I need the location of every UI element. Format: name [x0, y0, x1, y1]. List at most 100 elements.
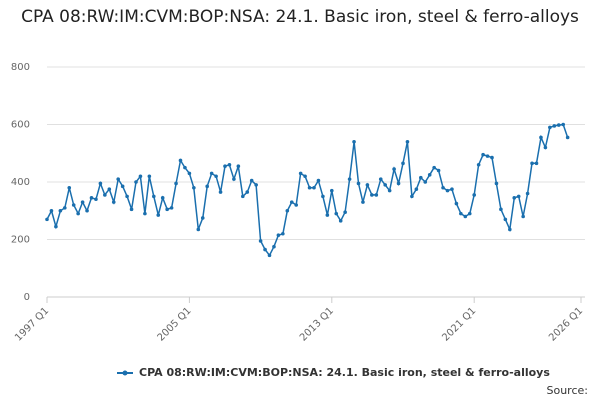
y-tick-label: 800: [11, 62, 30, 73]
x-tick-label: 2013 Q1: [298, 305, 336, 343]
point: [343, 210, 347, 214]
point: [241, 194, 245, 199]
point: [552, 124, 557, 128]
point: [396, 181, 401, 186]
point: [374, 193, 379, 197]
point: [378, 177, 383, 181]
point: [401, 161, 405, 166]
point: [330, 188, 334, 193]
point: [450, 187, 454, 191]
point: [490, 155, 494, 160]
point: [512, 196, 517, 200]
point: [54, 224, 58, 229]
point: [192, 185, 196, 190]
point: [508, 227, 512, 232]
point: [516, 194, 521, 199]
point: [147, 174, 152, 179]
point: [45, 217, 49, 222]
point: [285, 208, 290, 213]
series-line: [46, 123, 569, 257]
point: [160, 196, 165, 200]
point: [316, 178, 321, 183]
y-tick-label: 600: [11, 120, 30, 131]
point: [494, 181, 499, 186]
point: [49, 208, 54, 213]
point: [481, 152, 485, 157]
point: [325, 213, 330, 217]
point: [548, 125, 552, 130]
point: [459, 211, 463, 216]
point: [365, 183, 370, 187]
point: [472, 193, 477, 197]
point: [565, 135, 570, 140]
point: [436, 168, 441, 173]
point: [152, 194, 156, 199]
point: [111, 200, 116, 204]
chart-title: CPA 08:RW:IM:CVM:BOP:NSA: 24.1. Basic ir…: [21, 7, 579, 27]
point: [58, 208, 63, 213]
point: [321, 194, 325, 199]
point: [303, 174, 307, 179]
point: [187, 171, 192, 176]
point: [63, 206, 67, 210]
point: [289, 200, 294, 204]
point: [387, 188, 392, 193]
x-tick-label: 1997 Q1: [13, 305, 51, 343]
point: [485, 154, 490, 158]
point: [410, 194, 414, 199]
point: [134, 180, 138, 184]
point: [294, 203, 299, 207]
point: [209, 171, 214, 176]
point: [67, 185, 72, 190]
point: [178, 158, 183, 163]
point: [89, 196, 94, 200]
point: [370, 193, 374, 197]
point: [169, 206, 174, 210]
y-tick-label: 400: [11, 177, 30, 188]
point: [116, 177, 120, 181]
point: [129, 207, 134, 212]
point: [223, 164, 227, 168]
point: [174, 181, 178, 186]
point: [245, 190, 250, 194]
point: [165, 207, 169, 212]
point: [441, 185, 445, 190]
point: [539, 135, 543, 140]
point: [85, 208, 89, 213]
point: [352, 139, 356, 144]
point: [125, 194, 129, 199]
y-tick-label: 0: [24, 292, 30, 303]
point: [356, 181, 361, 186]
point: [432, 165, 436, 170]
point: [276, 233, 281, 237]
point: [534, 161, 539, 166]
point: [463, 214, 468, 219]
point: [334, 211, 339, 216]
point: [236, 164, 241, 168]
point: [383, 183, 388, 187]
point: [561, 122, 565, 127]
point: [272, 244, 276, 249]
point: [218, 190, 223, 194]
point: [298, 171, 303, 176]
point: [214, 174, 218, 179]
x-tick-label: 2026 Q1: [547, 305, 585, 343]
point: [543, 145, 548, 150]
point: [254, 183, 258, 187]
y-tick-label: 200: [11, 235, 30, 246]
point: [312, 185, 316, 190]
point: [98, 181, 103, 186]
point: [307, 185, 312, 190]
point: [267, 253, 272, 258]
point: [423, 180, 428, 184]
point: [467, 211, 472, 216]
point: [419, 175, 423, 180]
point: [405, 139, 410, 144]
legend-marker: [122, 370, 128, 376]
point: [338, 219, 343, 223]
point: [196, 227, 201, 232]
point: [249, 178, 254, 183]
point: [525, 191, 530, 196]
